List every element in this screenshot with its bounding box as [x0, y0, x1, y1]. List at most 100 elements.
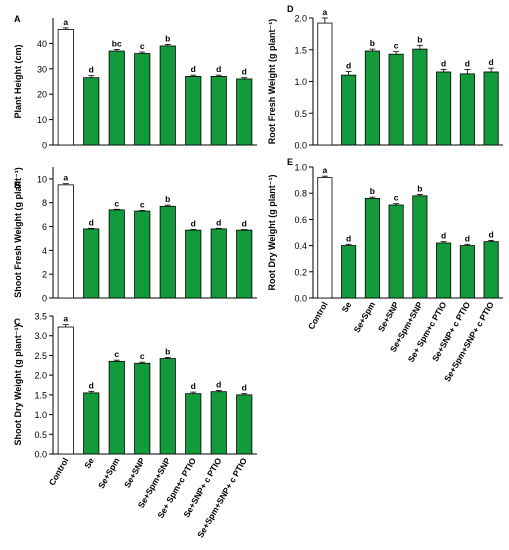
- bar-5: [412, 195, 428, 299]
- bar-5: [159, 358, 176, 455]
- panel-label: A: [14, 14, 21, 24]
- y-tick-label: 2: [42, 270, 47, 280]
- significance-letter: d: [346, 233, 351, 243]
- panel-label: D: [287, 4, 294, 14]
- y-tick-label: 2.0: [294, 14, 307, 24]
- significance-letter: a: [63, 314, 68, 324]
- significance-letter: d: [441, 231, 446, 241]
- y-tick-label: 10: [37, 115, 47, 125]
- bar-1: [57, 184, 74, 299]
- y-axis-label: Plant Height (cm): [13, 44, 23, 118]
- y-tick-label: 3.5: [34, 312, 47, 322]
- x-tick-label: Se: [82, 456, 96, 470]
- significance-letter: d: [489, 57, 494, 67]
- bar-3: [364, 198, 380, 299]
- panel-label: C: [14, 317, 21, 327]
- x-tick-label: Se+Spm: [96, 456, 122, 491]
- significance-letter: b: [165, 33, 170, 43]
- significance-letter: b: [165, 194, 170, 204]
- y-tick-label: 0.0: [34, 450, 47, 460]
- significance-letter: d: [89, 380, 94, 390]
- significance-letter: b: [370, 38, 375, 48]
- y-tick-label: 0.0: [294, 141, 307, 151]
- y-tick-label: 20: [37, 90, 47, 100]
- y-tick-label: 1.5: [34, 390, 47, 400]
- significance-letter: c: [394, 193, 399, 203]
- bar-6: [185, 76, 202, 146]
- y-tick-label: 10: [37, 174, 47, 184]
- bar-7: [210, 391, 227, 455]
- x-tick-label: Control: [306, 300, 330, 331]
- x-tick-label: Se+SNP: [122, 456, 147, 490]
- bar-6: [185, 393, 202, 455]
- bar-2: [341, 74, 357, 146]
- bar-5: [159, 205, 176, 299]
- y-tick-label: 1.0: [294, 77, 307, 87]
- significance-letter: a: [323, 165, 328, 175]
- significance-letter: a: [63, 173, 68, 183]
- y-axis-label: Root Fresh Weight (g plant⁻¹): [267, 19, 277, 145]
- significance-letter: d: [242, 67, 247, 77]
- bar-3: [108, 209, 125, 299]
- y-tick-label: 0.0: [294, 294, 307, 304]
- y-axis-label: Shoot Fresh Weight (g plant⁻¹): [13, 167, 23, 298]
- bar-4: [388, 53, 404, 146]
- bar-4: [134, 53, 151, 146]
- panel-d: D 0.0 0.5 1.0 1.5 2.0 Root Fresh Weight (g pla…: [267, 4, 503, 151]
- x-tick-label: Control: [47, 456, 71, 487]
- bar-4: [388, 204, 404, 299]
- bar-3: [108, 50, 125, 146]
- x-tick-label: Se+Spm: [352, 300, 378, 335]
- significance-letter: d: [242, 219, 247, 229]
- significance-letter: d: [191, 219, 196, 229]
- y-tick-label: 2.5: [34, 351, 47, 361]
- significance-letter: b: [165, 346, 170, 356]
- y-tick-label: 0.6: [294, 215, 307, 225]
- significance-letter: a: [63, 17, 68, 27]
- panel-a: A 0 10 20 30 40 Plant Height (cm) a d bc c b d d d: [13, 14, 257, 151]
- panel-e: E 0.0 0.2 0.4 0.6 0.8 1.0 Root Dry Weight (g pl…: [267, 157, 503, 383]
- significance-letter: a: [323, 7, 328, 17]
- y-tick-label: 30: [37, 64, 47, 74]
- significance-letter: d: [346, 60, 351, 70]
- bar-5: [412, 48, 428, 146]
- bar-7: [210, 76, 227, 146]
- bar-2: [83, 77, 100, 146]
- bar-5: [159, 45, 176, 146]
- y-tick-label: 1.0: [294, 163, 307, 173]
- y-tick-label: 0.4: [294, 241, 307, 251]
- significance-letter: d: [465, 233, 470, 243]
- bar-8: [483, 241, 499, 299]
- panel-label: E: [287, 157, 293, 167]
- bar-1: [317, 177, 333, 299]
- x-tick-label: Se+SNP: [376, 300, 401, 334]
- significance-letter: c: [140, 199, 145, 209]
- y-tick-label: 8: [42, 198, 47, 208]
- significance-letter: d: [89, 217, 94, 227]
- bar-7: [210, 228, 227, 299]
- significance-letter: c: [140, 41, 145, 51]
- y-tick-label: 2.0: [34, 371, 47, 381]
- y-tick-label: 1.0: [34, 410, 47, 420]
- panel-b: B 0 2 4 6 8 10 Shoot Fresh Weight (g plant⁻¹) a d…: [13, 167, 257, 304]
- significance-letter: d: [89, 65, 94, 75]
- bar-8: [236, 394, 253, 455]
- significance-letter: b: [417, 184, 422, 194]
- significance-letter: d: [216, 217, 221, 227]
- significance-letter: d: [441, 58, 446, 68]
- bar-1: [57, 29, 74, 146]
- y-axis-label: Root Dry Weight (g plant⁻¹): [267, 174, 277, 290]
- y-tick-label: 40: [37, 39, 47, 49]
- bar-1: [317, 22, 333, 146]
- significance-letter: c: [140, 351, 145, 361]
- y-tick-label: 6: [42, 222, 47, 232]
- significance-letter: bc: [112, 38, 122, 48]
- significance-letter: d: [216, 64, 221, 74]
- y-tick-label: 1.5: [294, 45, 307, 55]
- bar-8: [236, 229, 253, 299]
- bar-2: [83, 228, 100, 299]
- significance-letter: d: [216, 380, 221, 390]
- bar-3: [364, 50, 380, 146]
- y-tick-label: 0: [42, 294, 47, 304]
